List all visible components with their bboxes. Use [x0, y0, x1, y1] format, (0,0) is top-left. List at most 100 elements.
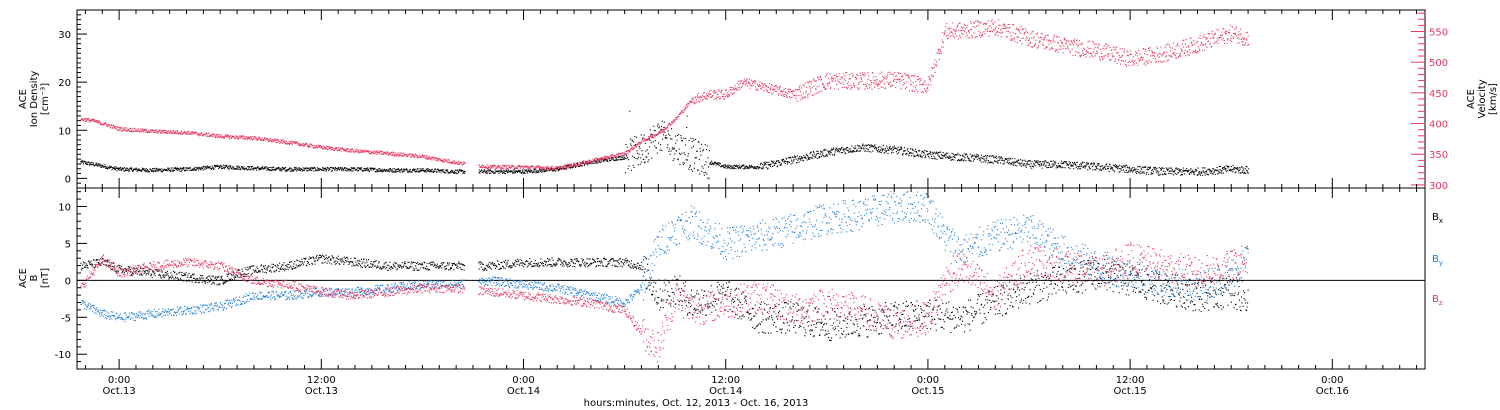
- density-point: [516, 170, 518, 173]
- velocity-point: [823, 85, 825, 87]
- density-point: [718, 162, 720, 164]
- density-point: [1192, 171, 1194, 173]
- density-point: [1242, 167, 1244, 169]
- velocity-point: [503, 166, 505, 168]
- velocity-point: [410, 156, 412, 158]
- density-point: [1125, 169, 1128, 172]
- density-point: [514, 172, 516, 174]
- velocity-point: [382, 153, 384, 155]
- density-point: [517, 169, 519, 172]
- velocity-point: [951, 32, 953, 34]
- velocity-point: [519, 168, 521, 170]
- velocity-point: [726, 94, 728, 96]
- velocity-point: [645, 140, 647, 142]
- density-point: [167, 168, 170, 170]
- velocity-point: [822, 84, 824, 86]
- velocity-point: [345, 148, 347, 150]
- density-point: [657, 125, 659, 127]
- density-point: [98, 163, 100, 165]
- velocity-point: [299, 145, 301, 147]
- velocity-point: [238, 135, 240, 137]
- density-point: [707, 157, 709, 159]
- density-point: [681, 140, 684, 142]
- density-point: [938, 151, 940, 153]
- velocity-point: [489, 168, 491, 170]
- velocity-point: [300, 145, 302, 147]
- density-point: [307, 167, 309, 169]
- density-point: [905, 153, 907, 155]
- density-point: [1007, 160, 1009, 162]
- density-point: [705, 148, 708, 151]
- density-point: [1232, 165, 1234, 167]
- density-point: [1002, 159, 1004, 161]
- velocity-point: [777, 94, 780, 96]
- velocity-point: [464, 163, 466, 165]
- density-point: [1138, 171, 1140, 173]
- density-point: [761, 168, 763, 170]
- density-point: [1089, 167, 1091, 170]
- velocity-point: [172, 133, 174, 135]
- density-point: [500, 169, 502, 171]
- density-point: [397, 168, 399, 171]
- velocity-point: [177, 131, 179, 133]
- density-point: [116, 167, 118, 169]
- velocity-point: [325, 145, 328, 147]
- velocity-point: [267, 140, 269, 142]
- velocity-point: [685, 104, 687, 106]
- velocity-point: [288, 143, 290, 146]
- velocity-point: [635, 145, 637, 147]
- velocity-point: [210, 134, 212, 137]
- velocity-point: [833, 88, 836, 90]
- velocity-point: [744, 84, 746, 86]
- density-point: [684, 144, 686, 146]
- density-point: [1201, 171, 1203, 173]
- density-point: [1231, 169, 1233, 171]
- velocity-point: [950, 30, 952, 32]
- velocity-point: [526, 165, 528, 167]
- density-point: [347, 168, 349, 170]
- density-point: [1061, 160, 1063, 162]
- density-point: [777, 160, 780, 162]
- velocity-point: [491, 164, 494, 167]
- velocity-point: [730, 92, 732, 94]
- density-point: [1202, 174, 1204, 176]
- density-point: [285, 170, 288, 172]
- velocity-point: [188, 132, 190, 134]
- velocity-point: [931, 75, 933, 77]
- density-point: [356, 169, 358, 171]
- density-point: [250, 168, 252, 170]
- velocity-point: [808, 80, 810, 82]
- velocity-point: [457, 163, 459, 165]
- density-point: [321, 169, 323, 171]
- density-point: [1115, 165, 1117, 167]
- density-point: [1244, 168, 1246, 170]
- velocity-point: [942, 31, 944, 34]
- velocity-point: [269, 138, 271, 140]
- velocity-point: [820, 78, 823, 81]
- density-point: [919, 149, 921, 151]
- density-point: [631, 140, 633, 142]
- velocity-point: [916, 79, 919, 81]
- velocity-point: [191, 133, 193, 135]
- velocity-point: [815, 80, 817, 82]
- density-point: [899, 149, 901, 151]
- density-point: [862, 143, 864, 145]
- velocity-point: [162, 130, 165, 132]
- density-point: [352, 168, 355, 170]
- density-point: [912, 149, 914, 151]
- density-point: [1088, 163, 1090, 165]
- velocity-point: [215, 137, 217, 139]
- density-point: [826, 153, 828, 155]
- density-point: [1035, 160, 1037, 162]
- density-point: [1175, 168, 1177, 170]
- velocity-point: [613, 155, 615, 157]
- velocity-point: [924, 88, 926, 90]
- density-point: [1094, 168, 1096, 171]
- density-point: [579, 165, 581, 167]
- density-point: [411, 171, 413, 173]
- density-point: [431, 168, 433, 170]
- density-point: [951, 158, 954, 161]
- density-point: [421, 168, 423, 170]
- velocity-point: [340, 150, 342, 152]
- density-point: [222, 164, 224, 166]
